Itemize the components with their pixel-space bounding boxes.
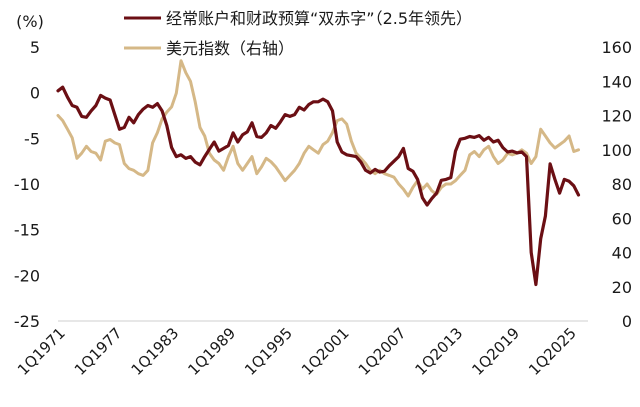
y-left-tick-label: -5 [24,129,40,148]
y-right-tick-label: 120 [601,107,632,126]
series-line-dxy [56,59,580,198]
y-left-unit-label: (%) [16,12,44,31]
y-left-tick-label: -10 [14,175,40,194]
y-left-tick-label: 5 [30,38,40,57]
x-tick-label: 1Q2019 [468,324,523,379]
y-left-axis-ticks: 5 0 -5 -10 -15 -20 -25 [14,38,40,331]
x-tick-label: 1Q2025 [525,324,580,379]
y-left-tick-label: 0 [30,84,40,103]
y-right-tick-label: 0 [622,312,632,331]
legend: 经常账户和财政预算“双赤字”（2.5年领先） 美元指数（右轴） [124,9,472,58]
y-right-tick-label: 20 [612,278,632,297]
x-axis-ticks: 1Q1971 1Q1977 1Q1983 1Q1989 1Q1995 1Q2001 1Q20… [14,324,580,379]
y-left-tick-label: -15 [14,221,40,240]
y-right-tick-label: 100 [601,141,632,160]
x-tick-label: 1Q1989 [184,324,239,379]
y-right-axis-ticks: 160 140 120 100 80 60 40 20 0 [601,38,632,331]
x-tick-label: 1Q1971 [14,324,69,379]
y-left-tick-label: -20 [14,266,40,285]
series-line-twin-deficit [56,85,581,287]
x-tick-label: 1Q2007 [355,324,410,379]
legend-label-deficit: 经常账户和财政预算“双赤字”（2.5年领先） [166,9,472,28]
plot-area [56,59,581,287]
x-tick-label: 1Q2001 [298,324,353,379]
y-left-tick-label: -25 [14,312,40,331]
legend-label-dxy: 美元指数（右轴） [166,39,294,58]
x-tick-label: 1Q1983 [128,324,183,379]
y-right-tick-label: 80 [612,175,632,194]
y-right-tick-label: 160 [601,38,632,57]
y-right-tick-label: 40 [612,244,632,263]
x-tick-label: 1Q1977 [71,324,126,379]
y-right-tick-label: 140 [601,72,632,91]
x-tick-label: 1Q2013 [412,324,467,379]
x-tick-label: 1Q1995 [241,324,296,379]
y-right-tick-label: 60 [612,209,632,228]
